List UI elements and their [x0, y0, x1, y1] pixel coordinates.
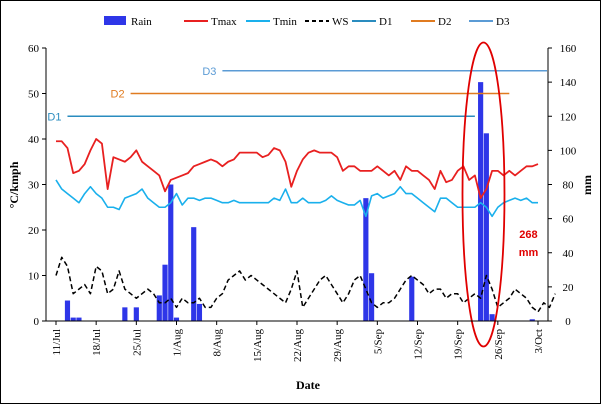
y-right-tick-label: 20 [563, 282, 575, 294]
y-axis-right-title: mm [580, 175, 594, 195]
annotation-value: 268 [519, 229, 537, 241]
rain-bar [168, 184, 174, 321]
y-left-tick-label: 30 [28, 180, 40, 192]
y-right-tick-label: 120 [560, 111, 577, 123]
rain-bar [489, 314, 495, 321]
rain-bar [162, 264, 168, 321]
y-right-tick-label: 0 [565, 316, 571, 328]
y-left-tick-label: 0 [34, 316, 40, 328]
legend-label-ws: WS [332, 16, 349, 28]
rain-bar [156, 295, 162, 321]
x-tick-label: 22/Aug [292, 329, 304, 363]
legend-label-tmax: Tmax [211, 16, 237, 28]
rain-bar [478, 82, 484, 321]
ws-line [55, 256, 556, 313]
rain-bar [191, 227, 197, 321]
rain-bar [70, 317, 76, 321]
rain-bar [529, 319, 535, 321]
x-tick-label: 11/Jul [51, 329, 63, 356]
x-tick-label: 26/Sep [493, 329, 505, 360]
y-right-tick-label: 140 [560, 77, 577, 89]
x-tick-label: 18/Jul [91, 329, 103, 356]
x-tick-label: 5/Sep [372, 329, 384, 355]
x-tick-label: 15/Aug [252, 329, 264, 363]
x-tick-label: 19/Sep [453, 329, 465, 360]
y-right-tick-label: 100 [560, 145, 577, 157]
y-right-tick-label: 160 [560, 43, 577, 55]
tmax-line [56, 138, 539, 200]
plot-area: D1 D2 D3 268 mm [47, 41, 556, 348]
legend-label-rain: Rain [131, 16, 152, 28]
y-left-tick-label: 60 [28, 43, 40, 55]
legend: Rain Tmax Tmin WS D1 D2 D3 [104, 16, 510, 28]
legend-label-tmin: Tmin [273, 16, 297, 28]
x-tick-label: 3/Oct [533, 329, 545, 353]
x-axis-title: Date [296, 378, 321, 392]
rain-bar [196, 303, 203, 321]
x-tick-label: 1/Aug [172, 329, 184, 357]
rain-bar [76, 317, 82, 321]
tmin-line [55, 179, 538, 218]
rain-bar [409, 276, 415, 321]
x-tick-label: 29/Aug [332, 329, 344, 363]
y-left-tick-label: 20 [28, 225, 40, 237]
phase-label-d2: D2 [111, 89, 125, 101]
x-tick-label: 8/Aug [212, 329, 224, 357]
rain-bar [133, 307, 139, 321]
rain-bar [122, 307, 128, 321]
y-right-tick-label: 40 [563, 248, 575, 260]
y-left-tick-label: 10 [28, 271, 40, 283]
phase-label-d1: D1 [47, 111, 61, 123]
x-tick-label: 12/Sep [413, 329, 425, 360]
legend-label-d3: D3 [496, 16, 510, 28]
y-right-tick-label: 80 [563, 180, 575, 192]
y-right-tick-label: 60 [563, 214, 575, 226]
legend-label-d1: D1 [379, 16, 392, 28]
phase-label-d3: D3 [202, 66, 216, 78]
rain-bar [483, 133, 489, 321]
annotation-unit: mm [519, 247, 539, 259]
y-left-tick-label: 40 [28, 134, 40, 146]
axes: 0 10 20 30 40 50 60 0 20 40 60 80 100 120 140 160 11/Jul… [28, 43, 577, 362]
highlight-ellipse [461, 41, 506, 348]
y-left-tick-label: 50 [28, 89, 40, 101]
rain-bar [363, 198, 369, 321]
legend-swatch-rain [104, 16, 126, 25]
y-axis-left-title: °C/kmph [7, 161, 21, 208]
legend-label-d2: D2 [438, 16, 451, 28]
rain-bar [64, 300, 71, 321]
rain-bar [173, 317, 180, 321]
x-tick-label: 25/Jul [131, 329, 143, 356]
rain-bar [369, 273, 375, 321]
